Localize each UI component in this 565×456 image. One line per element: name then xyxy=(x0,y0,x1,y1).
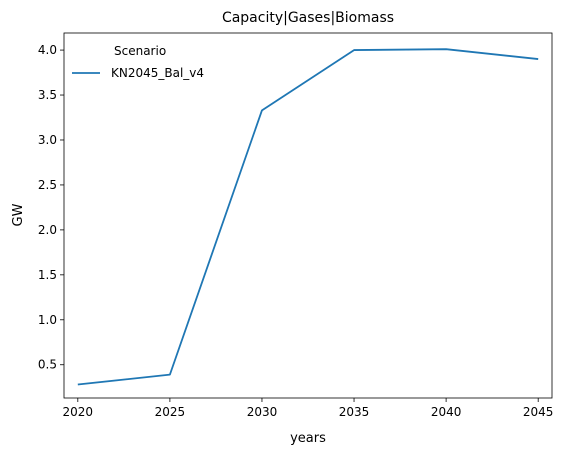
legend: Scenario KN2045_Bal_v4 xyxy=(72,44,204,80)
y-tick-label: 3.5 xyxy=(38,88,57,102)
x-tick-label: 2020 xyxy=(63,405,94,419)
y-tick-label: 1.5 xyxy=(38,268,57,282)
plot-area xyxy=(63,32,553,399)
legend-label-kn2045-bal-v4: KN2045_Bal_v4 xyxy=(111,66,204,80)
y-axis: 0.5 1.0 1.5 2.0 2.5 3.0 3.5 4.0 xyxy=(38,43,64,372)
y-tick-label: 2.5 xyxy=(38,178,57,192)
x-axis: 2020 2025 2030 2035 2040 2045 xyxy=(63,398,554,419)
x-tick-label: 2035 xyxy=(339,405,370,419)
y-axis-label: GW xyxy=(11,203,26,226)
x-tick-label: 2030 xyxy=(247,405,278,419)
x-tick-label: 2025 xyxy=(155,405,186,419)
series-line-kn2045-bal-v4 xyxy=(77,48,539,386)
y-tick-label: 0.5 xyxy=(38,358,57,372)
y-tick-label: 1.0 xyxy=(38,313,57,327)
x-tick-label: 2040 xyxy=(431,405,462,419)
x-axis-label: years xyxy=(290,431,326,446)
series-layer xyxy=(77,48,539,386)
chart-title: Capacity|Gases|Biomass xyxy=(222,10,394,26)
y-tick-label: 4.0 xyxy=(38,43,57,57)
legend-title: Scenario xyxy=(114,44,166,58)
y-tick-label: 3.0 xyxy=(38,133,57,147)
y-tick-label: 2.0 xyxy=(38,223,57,237)
x-tick-label: 2045 xyxy=(523,405,554,419)
